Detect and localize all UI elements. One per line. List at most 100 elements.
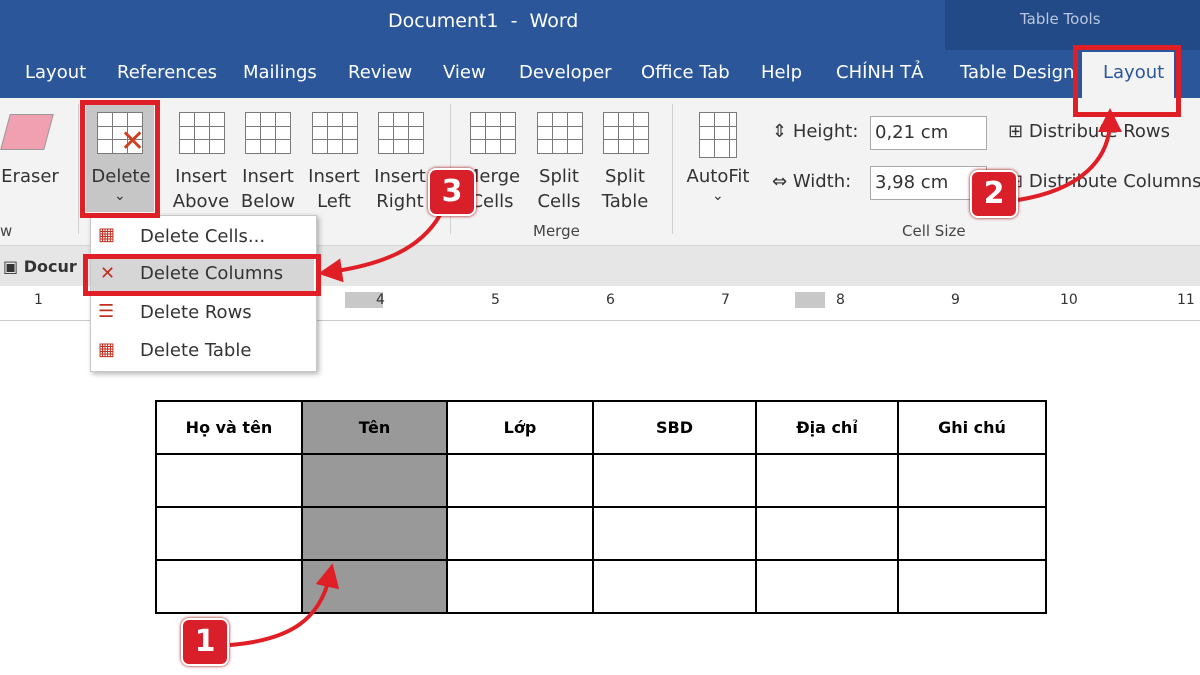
ruler-number: 11 — [1177, 292, 1195, 308]
separator — [672, 104, 673, 234]
ribbon-button[interactable]: Insert Above — [172, 166, 230, 212]
ribbon-button[interactable]: Insert Below — [240, 166, 296, 212]
menu-item[interactable]: Delete Rows — [140, 302, 252, 323]
cell — [301, 453, 448, 508]
delete-x: ✕ — [120, 124, 146, 159]
ribbon-button[interactable]: AutoFit — [686, 166, 750, 187]
ribbon-button[interactable]: Merge Cells — [463, 166, 521, 212]
input-value: 0,21 cm — [875, 122, 949, 143]
menu-icon: ▦ — [98, 339, 116, 360]
ruler-number: 7 — [721, 292, 730, 308]
icon — [97, 112, 143, 154]
tab[interactable]: Mailings — [243, 62, 317, 83]
ruler-number: 9 — [951, 292, 960, 308]
doc-tab[interactable]: ▣ Docur — [3, 257, 77, 276]
icon — [179, 112, 225, 154]
ribbon-button[interactable]: Delete — [91, 166, 151, 187]
group-label: w — [0, 222, 13, 240]
menu-icon: ✕ — [100, 263, 116, 284]
tab[interactable]: Layout — [25, 62, 87, 83]
step-badge: 3 — [428, 168, 476, 216]
menu-icon: ▦ — [98, 224, 116, 245]
cell — [897, 453, 1047, 508]
table-header: Họ và tên — [155, 400, 303, 455]
step-badge: 1 — [181, 618, 229, 666]
window-title: Document1 - Word — [388, 10, 579, 32]
tab[interactable]: Developer — [519, 62, 612, 83]
cell — [897, 506, 1047, 561]
tab[interactable]: Help — [761, 62, 803, 83]
width-label: ⇔ Width: — [772, 171, 852, 192]
tab[interactable]: Table Design — [960, 62, 1075, 83]
icon — [537, 112, 583, 154]
cell — [446, 559, 594, 614]
menu-item[interactable]: Delete Columns — [140, 263, 284, 284]
menu-highlight — [91, 256, 314, 292]
cell — [755, 453, 899, 508]
ruler-number: 6 — [606, 292, 615, 308]
arrow — [229, 563, 340, 647]
group-label: Cell Size — [902, 222, 966, 240]
cell — [755, 559, 899, 614]
icon — [470, 112, 516, 154]
icon — [603, 112, 649, 154]
ruler-marker — [345, 292, 383, 308]
group-label: Merge — [533, 222, 580, 240]
distribute-rows[interactable]: ⊞ Distribute Rows — [1008, 121, 1171, 142]
ribbon-button[interactable]: Insert Left — [308, 166, 360, 212]
tab-active[interactable]: Layout — [1103, 62, 1165, 83]
menu-item[interactable]: Delete Cells... — [140, 226, 266, 247]
word-table: Họ và tên Tên Lớp SBD Địa chỉ Ghi chú — [155, 400, 1047, 614]
icon — [312, 112, 358, 154]
arrow — [318, 214, 442, 283]
step-badge: 2 — [970, 170, 1018, 218]
input-value: 3,98 cm — [875, 172, 949, 193]
cell — [155, 506, 303, 561]
menu-item[interactable]: Delete Table — [140, 340, 252, 361]
label: Width: — [792, 171, 852, 192]
dropdown-caret: ⌄ — [712, 188, 724, 204]
table-header: Địa chỉ — [755, 400, 899, 455]
separator — [78, 104, 79, 234]
menu-icon: ☰ — [98, 301, 115, 322]
icon — [245, 112, 291, 154]
cell — [755, 506, 899, 561]
cell — [592, 453, 757, 508]
cell — [446, 453, 594, 508]
tab[interactable]: Review — [348, 62, 413, 83]
cell — [446, 506, 594, 561]
ribbon-button[interactable]: Insert Right — [374, 166, 426, 212]
tab[interactable]: References — [117, 62, 218, 83]
ruler-number: 4 — [376, 292, 385, 308]
tab[interactable]: View — [443, 62, 486, 83]
ruler-number: 5 — [491, 292, 500, 308]
ruler-number: 8 — [836, 292, 845, 308]
highlight-box — [1073, 45, 1181, 117]
ribbon-button[interactable]: Split Table — [601, 166, 649, 212]
cell — [155, 453, 303, 508]
ribbon-button[interactable]: Split Cells — [537, 166, 581, 212]
table-header: Lớp — [446, 400, 594, 455]
tab[interactable]: Office Tab — [641, 62, 730, 83]
label: Height: — [792, 121, 859, 142]
arrow — [1017, 108, 1122, 202]
dropdown-caret: ⌄ — [114, 188, 126, 204]
ribbon-button[interactable]: Eraser — [1, 166, 59, 187]
icon — [378, 112, 424, 154]
height-input[interactable]: 0,21 cm — [870, 116, 987, 150]
cell — [897, 559, 1047, 614]
table-header: Ghi chú — [897, 400, 1047, 455]
cell — [155, 559, 303, 614]
cell — [592, 506, 757, 561]
cell — [301, 506, 448, 561]
cell — [592, 559, 757, 614]
table-header: Tên — [301, 400, 448, 455]
tab[interactable]: CHÍNH TẢ — [836, 62, 924, 83]
width-input[interactable]: 3,98 cm — [870, 166, 987, 200]
highlight-box — [80, 100, 160, 218]
table-header: SBD — [592, 400, 757, 455]
ruler-marker — [795, 292, 825, 308]
active-tab-bg — [1082, 52, 1174, 98]
